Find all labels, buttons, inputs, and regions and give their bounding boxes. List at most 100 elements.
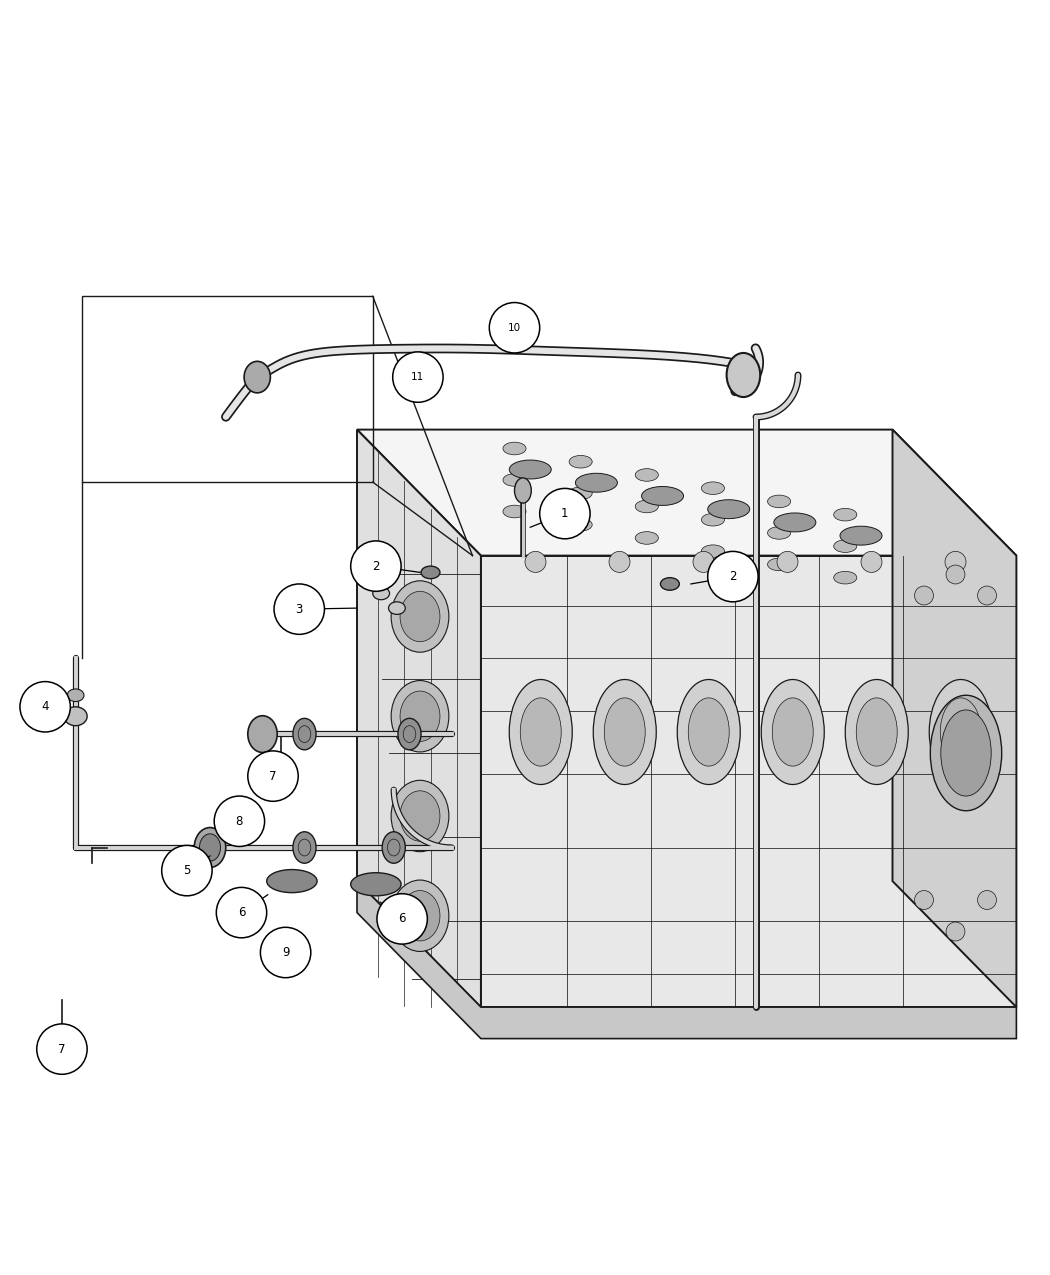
Ellipse shape (761, 680, 824, 784)
Ellipse shape (593, 680, 656, 784)
Ellipse shape (67, 688, 84, 701)
Polygon shape (357, 430, 1016, 556)
Circle shape (351, 541, 401, 592)
Circle shape (915, 586, 933, 604)
Ellipse shape (514, 478, 531, 504)
Circle shape (525, 551, 546, 572)
Text: 6: 6 (398, 913, 406, 926)
Polygon shape (481, 556, 1016, 1007)
Ellipse shape (635, 500, 658, 513)
Ellipse shape (768, 495, 791, 507)
Circle shape (915, 890, 933, 909)
Text: 1: 1 (561, 507, 569, 520)
Ellipse shape (382, 831, 405, 863)
Ellipse shape (834, 509, 857, 521)
Circle shape (777, 551, 798, 572)
Ellipse shape (768, 527, 791, 539)
Ellipse shape (503, 505, 526, 518)
Ellipse shape (768, 558, 791, 571)
Ellipse shape (200, 834, 220, 861)
Ellipse shape (194, 827, 226, 867)
Text: 7: 7 (269, 770, 277, 783)
Ellipse shape (834, 571, 857, 584)
Circle shape (248, 751, 298, 801)
Text: 2: 2 (729, 570, 737, 583)
Circle shape (274, 584, 324, 635)
Polygon shape (357, 430, 481, 1007)
Circle shape (693, 551, 714, 572)
Circle shape (216, 887, 267, 938)
Text: 3: 3 (295, 603, 303, 616)
Ellipse shape (840, 527, 882, 546)
Ellipse shape (293, 718, 316, 750)
Circle shape (609, 551, 630, 572)
Circle shape (393, 352, 443, 403)
Text: 11: 11 (412, 372, 424, 382)
Circle shape (945, 551, 966, 572)
Ellipse shape (400, 592, 440, 641)
Ellipse shape (391, 581, 449, 653)
Ellipse shape (388, 602, 405, 615)
Circle shape (377, 894, 427, 944)
Ellipse shape (929, 680, 992, 784)
Ellipse shape (248, 715, 277, 752)
Text: 4: 4 (41, 700, 49, 713)
Ellipse shape (772, 697, 813, 766)
Circle shape (162, 845, 212, 896)
Circle shape (946, 922, 965, 941)
Text: 2: 2 (372, 560, 380, 572)
Ellipse shape (400, 890, 440, 941)
Circle shape (708, 551, 758, 602)
Polygon shape (892, 430, 1016, 1007)
Ellipse shape (605, 697, 645, 766)
Ellipse shape (845, 680, 908, 784)
Ellipse shape (834, 539, 857, 552)
Ellipse shape (727, 353, 760, 397)
Ellipse shape (351, 872, 401, 896)
Ellipse shape (701, 544, 724, 557)
Text: 9: 9 (281, 946, 290, 959)
Ellipse shape (774, 513, 816, 532)
Ellipse shape (421, 566, 440, 579)
Ellipse shape (689, 697, 729, 766)
Ellipse shape (503, 474, 526, 486)
Ellipse shape (857, 697, 897, 766)
Ellipse shape (635, 532, 658, 544)
Ellipse shape (701, 482, 724, 495)
Ellipse shape (373, 586, 390, 599)
Text: 10: 10 (508, 323, 521, 333)
Text: 8: 8 (235, 815, 244, 827)
Ellipse shape (569, 455, 592, 468)
Ellipse shape (400, 790, 440, 842)
Ellipse shape (635, 469, 658, 481)
Ellipse shape (569, 519, 592, 530)
Circle shape (978, 586, 996, 604)
Ellipse shape (398, 718, 421, 750)
Ellipse shape (569, 487, 592, 500)
Ellipse shape (941, 697, 981, 766)
Circle shape (260, 927, 311, 978)
Ellipse shape (391, 681, 449, 752)
Ellipse shape (521, 697, 561, 766)
Ellipse shape (503, 442, 526, 455)
Ellipse shape (509, 680, 572, 784)
Ellipse shape (64, 706, 87, 725)
Ellipse shape (677, 680, 740, 784)
Text: 6: 6 (237, 907, 246, 919)
Circle shape (20, 682, 70, 732)
Circle shape (273, 764, 290, 780)
Ellipse shape (267, 870, 317, 892)
Text: 5: 5 (183, 864, 191, 877)
Ellipse shape (575, 473, 617, 492)
Polygon shape (357, 881, 1016, 1039)
Ellipse shape (509, 460, 551, 479)
Ellipse shape (293, 831, 316, 863)
Circle shape (214, 796, 265, 847)
Ellipse shape (708, 500, 750, 519)
Ellipse shape (941, 710, 991, 796)
Circle shape (946, 565, 965, 584)
Circle shape (978, 890, 996, 909)
Ellipse shape (930, 695, 1002, 811)
Ellipse shape (400, 691, 440, 742)
Ellipse shape (391, 780, 449, 852)
